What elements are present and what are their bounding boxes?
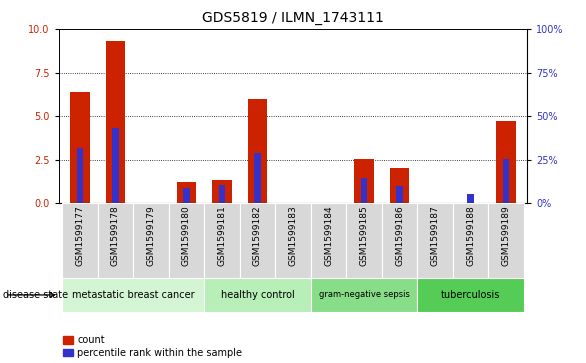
Bar — [240, 203, 275, 278]
Bar — [133, 203, 169, 278]
Text: GSM1599186: GSM1599186 — [395, 205, 404, 266]
Bar — [346, 203, 382, 278]
Text: disease state: disease state — [3, 290, 68, 300]
Bar — [311, 278, 417, 312]
Bar — [219, 185, 225, 203]
Bar — [390, 168, 409, 203]
Text: GSM1599181: GSM1599181 — [217, 205, 226, 266]
Text: GSM1599178: GSM1599178 — [111, 205, 120, 266]
Bar — [113, 129, 118, 203]
Bar — [70, 92, 90, 203]
Text: GSM1599182: GSM1599182 — [253, 205, 262, 266]
Bar — [417, 203, 453, 278]
Bar — [382, 203, 417, 278]
Bar — [355, 159, 374, 203]
Bar — [254, 153, 261, 203]
Bar — [453, 203, 488, 278]
Bar — [396, 186, 403, 203]
Text: GSM1599179: GSM1599179 — [146, 205, 155, 266]
Bar — [77, 147, 83, 203]
Bar — [212, 180, 231, 203]
Text: GSM1599185: GSM1599185 — [360, 205, 369, 266]
Text: GSM1599177: GSM1599177 — [76, 205, 84, 266]
Text: GSM1599189: GSM1599189 — [502, 205, 510, 266]
Bar — [183, 188, 190, 203]
Text: GSM1599183: GSM1599183 — [288, 205, 298, 266]
Text: healthy control: healthy control — [220, 290, 294, 300]
Bar — [62, 278, 204, 312]
Bar — [275, 203, 311, 278]
Text: tuberculosis: tuberculosis — [441, 290, 500, 300]
Text: GSM1599188: GSM1599188 — [466, 205, 475, 266]
Bar — [98, 203, 133, 278]
Text: GSM1599187: GSM1599187 — [431, 205, 440, 266]
Bar — [62, 203, 98, 278]
Legend: count, percentile rank within the sample: count, percentile rank within the sample — [63, 335, 242, 358]
Text: metastatic breast cancer: metastatic breast cancer — [72, 290, 195, 300]
Bar — [468, 194, 473, 203]
Bar — [496, 121, 516, 203]
Bar — [311, 203, 346, 278]
Text: gram-negative sepsis: gram-negative sepsis — [319, 290, 410, 299]
Bar — [204, 278, 311, 312]
Text: GSM1599184: GSM1599184 — [324, 205, 333, 266]
Bar — [503, 159, 509, 203]
Bar — [169, 203, 204, 278]
Bar — [177, 182, 196, 203]
Text: GSM1599180: GSM1599180 — [182, 205, 191, 266]
Bar — [248, 99, 267, 203]
Bar — [488, 203, 524, 278]
Bar — [105, 41, 125, 203]
Bar — [204, 203, 240, 278]
Title: GDS5819 / ILMN_1743111: GDS5819 / ILMN_1743111 — [202, 11, 384, 25]
Bar — [417, 278, 524, 312]
Bar — [361, 178, 367, 203]
